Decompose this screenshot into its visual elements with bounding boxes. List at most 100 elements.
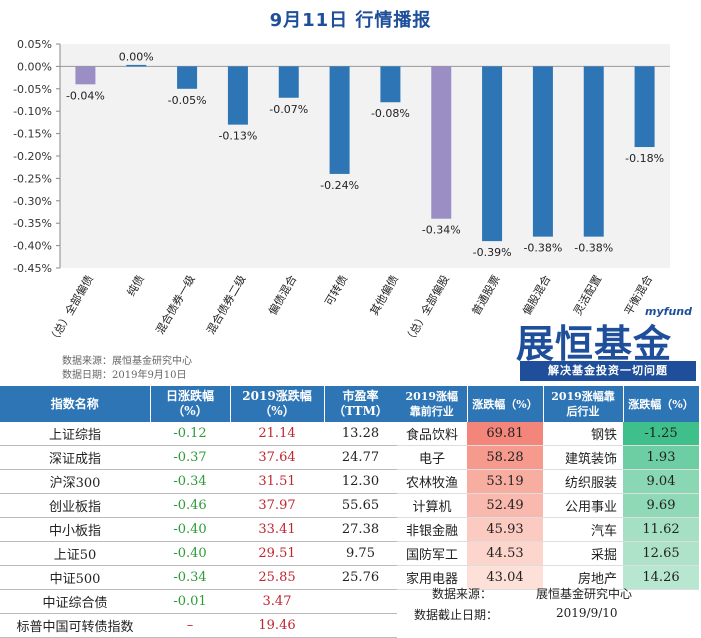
index-table: 指数名称 日涨跌幅（%） 2019涨跌幅（%） 市盈率（TTM） 上证综指 -0.… [0, 386, 398, 638]
index-day-change: -0.34 [150, 469, 230, 494]
index-day-change: -0.12 [150, 422, 230, 446]
index-name: 中小板指 [0, 517, 150, 542]
industry-top-value: 52.49 [467, 493, 543, 518]
index-row: 上证50 -0.40 29.51 9.75 [0, 541, 397, 566]
industry-table: 2019涨幅靠前行业 涨跌幅（%） 2019涨幅靠后行业 涨跌幅（%） 食品饮料… [397, 386, 700, 590]
industry-bottom-value: 14.26 [623, 565, 699, 590]
index-ytd-change: 29.51 [230, 541, 324, 566]
industry-top-value: 69.81 [467, 422, 543, 446]
index-ytd-change: 3.47 [230, 589, 324, 614]
bar [380, 66, 401, 103]
bar-chart: 0.05% 0.00% -0.05% -0.10% -0.15% -0.20% -0.25%… [13, 38, 670, 341]
x-category-label: 混合债券一级 [153, 273, 198, 337]
y-tick-label: -0.35% [13, 217, 52, 230]
industry-row: 食品饮料 69.81 钢铁 -1.25 [397, 422, 699, 446]
industry-bottom-value: 1.93 [623, 445, 699, 470]
y-tick-label: 0.05% [17, 38, 52, 51]
industry-bottom-name: 汽车 [543, 517, 623, 542]
index-name: 创业板指 [0, 493, 150, 518]
industry-top-name: 电子 [397, 445, 467, 470]
bar-value-label: -0.39% [473, 246, 512, 259]
bar-value-label: 0.00% [119, 50, 154, 63]
plot-area [60, 44, 670, 268]
x-category-label: 其他偏债 [367, 273, 401, 318]
index-ytd-change: 19.46 [230, 613, 324, 638]
y-tick-label: -0.40% [13, 240, 52, 253]
bar [482, 66, 503, 242]
bar [431, 66, 452, 219]
logo-small-text: myfund [645, 305, 692, 318]
bar [278, 66, 299, 98]
industry-bottom-value: 12.65 [623, 541, 699, 566]
industry-bottom-name: 采掘 [543, 541, 623, 566]
index-ytd-change: 37.97 [230, 493, 324, 518]
logo-slogan: 解决基金投资一切问题 [520, 361, 696, 381]
industry-top-name: 农林牧渔 [397, 469, 467, 494]
index-row: 标普中国可转债指数 –19.46 [0, 613, 397, 638]
industry-header-top-val: 涨跌幅（%） [467, 386, 544, 422]
index-day-change: -0.40 [150, 541, 230, 566]
x-category-label: 偏债混合 [265, 273, 299, 318]
index-day-change: -0.34 [150, 565, 230, 590]
index-header-ytd: 2019涨跌幅（%） [230, 386, 325, 422]
index-ytd-change: 31.51 [230, 469, 324, 494]
industry-top-value: 53.19 [467, 469, 543, 494]
industry-row: 非银金融 45.93 汽车 11.62 [397, 517, 699, 542]
index-name: 中证500 [0, 565, 150, 590]
industry-bottom-name: 钢铁 [543, 422, 623, 446]
index-row: 中小板指 -0.40 33.41 27.38 [0, 517, 397, 542]
x-category-label: （总）全部偏股 [401, 273, 452, 341]
index-day-change: -0.01 [150, 589, 230, 614]
y-tick-label: -0.05% [13, 83, 52, 96]
index-day-change: -0.40 [150, 517, 230, 542]
industry-top-name: 非银金融 [397, 517, 467, 542]
y-tick-label: -0.15% [13, 128, 52, 141]
index-pe [324, 613, 397, 638]
bar-value-label: -0.18% [625, 152, 664, 165]
industry-bottom-name: 纺织服装 [543, 469, 623, 494]
industry-row: 电子 58.28 建筑装饰 1.93 [397, 445, 699, 470]
index-pe: 55.65 [324, 493, 397, 518]
bar-value-label: -0.24% [320, 179, 359, 192]
industry-header-bottom: 2019涨幅靠后行业 [543, 386, 624, 422]
index-ytd-change: 25.85 [230, 565, 324, 590]
industry-top-value: 43.04 [467, 565, 543, 590]
footer-source-value: 展恒基金研究中心 [536, 587, 633, 601]
index-ytd-change: 37.64 [230, 445, 324, 470]
industry-header-top: 2019涨幅靠前行业 [397, 386, 468, 422]
industry-top-name: 国防军工 [397, 541, 467, 566]
industry-top-value: 58.28 [467, 445, 543, 470]
industry-bottom-value: 9.04 [623, 469, 699, 494]
industry-bottom-value: -1.25 [623, 422, 699, 446]
page-title: 9月11日 行情播报 [269, 10, 432, 31]
y-tick-label: -0.25% [13, 172, 52, 185]
index-ytd-change: 21.14 [230, 422, 324, 446]
bar-value-label: -0.08% [371, 107, 410, 120]
index-row: 深证成指 -0.37 37.64 24.77 [0, 445, 397, 470]
x-category-label: 可转债 [322, 273, 351, 309]
x-category-label: 纯债 [124, 273, 147, 299]
index-day-change: – [150, 613, 230, 638]
index-header-day: 日涨跌幅（%） [150, 386, 231, 422]
industry-bottom-name: 房地产 [543, 565, 623, 590]
industry-header-bottom-val: 涨跌幅（%） [623, 386, 700, 422]
index-pe: 27.38 [324, 517, 397, 542]
industry-row: 国防军工 44.53 采掘 12.65 [397, 541, 699, 566]
bar-value-label: -0.07% [269, 103, 308, 116]
bar-value-label: -0.13% [218, 130, 257, 143]
date-note: 数据日期：2019年9月10日 [62, 370, 187, 381]
footer-date-value: 2019/9/10 [556, 606, 618, 620]
x-category-label: （总）全部偏债 [45, 273, 96, 341]
industry-row: 家用电器 43.04 房地产 14.26 [397, 565, 699, 590]
source-note: 数据来源：展恒基金研究中心 [62, 356, 192, 367]
index-day-change: -0.37 [150, 445, 230, 470]
bar [329, 66, 350, 174]
index-row: 创业板指 -0.46 37.97 55.65 [0, 493, 397, 518]
footer-date-label: 数据截止日期： [414, 608, 499, 622]
industry-top-name: 家用电器 [397, 565, 467, 590]
index-name: 深证成指 [0, 445, 150, 470]
industry-row: 农林牧渔 53.19 纺织服装 9.04 [397, 469, 699, 494]
bar [583, 66, 604, 237]
industry-top-name: 食品饮料 [397, 422, 467, 446]
bar [634, 66, 655, 148]
